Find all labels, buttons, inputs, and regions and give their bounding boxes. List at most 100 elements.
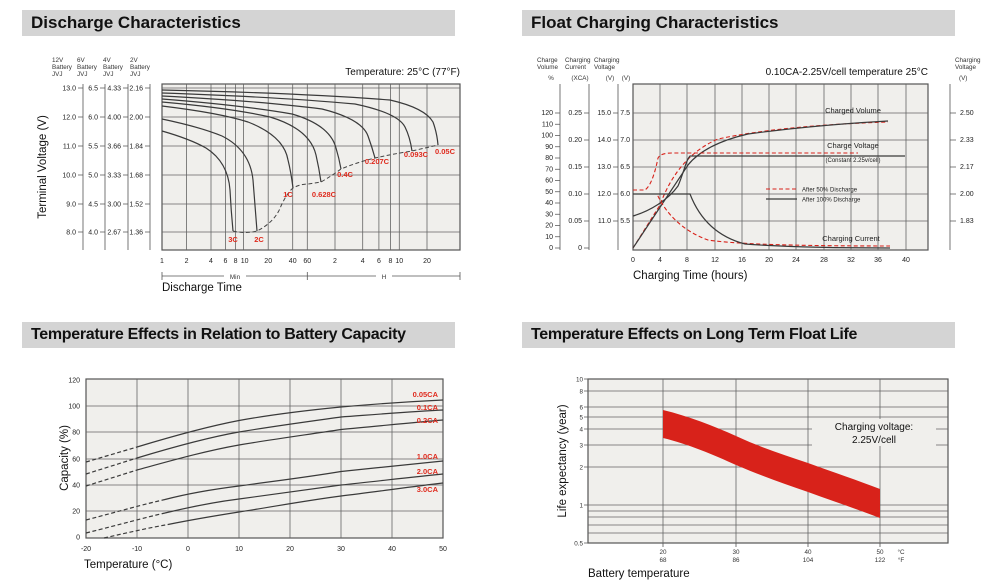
curve-label-0.093c: 0.093C bbox=[404, 150, 429, 159]
ytick: 6.0 bbox=[620, 191, 630, 198]
ytick: 6.5 bbox=[88, 86, 98, 93]
charging-current-100pct bbox=[633, 193, 891, 249]
xtick: 40 bbox=[289, 258, 297, 265]
charging-voltage-annotation: 2.25V/cell bbox=[852, 435, 896, 446]
ytick: 12.0 bbox=[62, 115, 76, 122]
ytick: 1.36 bbox=[129, 230, 143, 237]
ytick: 9.0 bbox=[66, 202, 76, 209]
xtick: 32 bbox=[847, 257, 855, 264]
ytick: 0.15 bbox=[568, 164, 582, 171]
ytick: 1.83 bbox=[960, 218, 974, 225]
ytick: 6.5 bbox=[620, 164, 630, 171]
curve-label-0.628c: 0.628C bbox=[312, 190, 337, 199]
legend-50pct-discharge: After 50% Discharge bbox=[802, 188, 858, 194]
axis-head-volume: Charge bbox=[537, 57, 558, 64]
ytick: 12.0 bbox=[597, 191, 611, 198]
ytick: 90 bbox=[545, 144, 553, 151]
axis-head-right: Voltage bbox=[955, 64, 977, 71]
time-unit-ruler bbox=[161, 272, 461, 280]
curve-0.05ca bbox=[136, 399, 444, 448]
ytick: 5 bbox=[579, 415, 583, 422]
discharge-chart: 12V Battery JVJ 6V Battery JVJ 4V Batter… bbox=[37, 57, 461, 294]
float-life-xaxis-title: Battery temperature bbox=[588, 568, 690, 580]
ytick: 0.05 bbox=[568, 218, 582, 225]
xtick: 20 bbox=[286, 546, 294, 553]
xtick-c: 20 bbox=[659, 549, 667, 556]
discharge-annotation: Temperature: 25°C (77°F) bbox=[345, 67, 460, 78]
xtick: 4 bbox=[209, 258, 213, 265]
axis-head-6v: Battery bbox=[77, 64, 98, 71]
curve-2.0ca bbox=[164, 473, 444, 514]
xtick: 10 bbox=[235, 546, 243, 553]
label-constant-voltage: (Constant 2.25v/cell) bbox=[825, 158, 880, 164]
ytick: 100 bbox=[541, 133, 553, 140]
ytick: 30 bbox=[545, 211, 553, 218]
axis-head-voltage12: Voltage bbox=[594, 64, 616, 71]
xtick: 4 bbox=[658, 257, 662, 264]
axis-head-2v: 2V bbox=[130, 57, 139, 64]
ytick: 4.0 bbox=[88, 230, 98, 237]
xtick: 20 bbox=[423, 258, 431, 265]
float-yaxis-brackets bbox=[555, 84, 956, 250]
curve-label-0.207c: 0.207C bbox=[365, 157, 390, 166]
ytick: 0.25 bbox=[568, 110, 582, 117]
xtick: 2 bbox=[333, 258, 337, 265]
capacity-yaxis-title: Capacity (%) bbox=[59, 425, 71, 491]
xtick-f: 68 bbox=[659, 557, 667, 564]
ytick: 4.00 bbox=[107, 115, 121, 122]
unit-celsius: °C bbox=[897, 548, 905, 556]
xtick: -20 bbox=[81, 546, 91, 553]
xtick: 28 bbox=[820, 257, 828, 264]
xtick: 20 bbox=[765, 257, 773, 264]
curve-0.093c bbox=[161, 92, 413, 152]
xtick: 20 bbox=[264, 258, 272, 265]
ytick: 3 bbox=[579, 443, 583, 450]
axis-head-voltage12: Charging bbox=[594, 57, 620, 64]
capacity-plot-area bbox=[85, 378, 444, 539]
discharge-yaxis-title: Terminal Voltage (V) bbox=[37, 115, 49, 219]
curve-label-0.4c: 0.4C bbox=[337, 170, 353, 179]
curve-0.2ca-dashed bbox=[85, 469, 138, 487]
xtick: 6 bbox=[377, 258, 381, 265]
label-charged-volume: Charged Volume bbox=[825, 106, 881, 115]
curve-0.2ca bbox=[136, 419, 444, 471]
ytick: 10 bbox=[545, 234, 553, 241]
ytick: 8.0 bbox=[66, 230, 76, 237]
ytick: 80 bbox=[545, 155, 553, 162]
float-life-ticks bbox=[584, 378, 881, 547]
curve-label-2c: 2C bbox=[254, 235, 264, 244]
xtick: 30 bbox=[337, 546, 345, 553]
float-xaxis-title: Charging Time (hours) bbox=[633, 270, 748, 282]
ytick: 2.17 bbox=[960, 164, 974, 171]
curve-2.0ca-dashed bbox=[85, 512, 166, 534]
discharge-gridlines bbox=[162, 84, 460, 250]
curve-label-0.05ca: 0.05CA bbox=[413, 390, 439, 399]
xtick: 24 bbox=[792, 257, 800, 264]
xtick: 16 bbox=[738, 257, 746, 264]
xtick: -10 bbox=[132, 546, 142, 553]
xtick: 6 bbox=[223, 258, 227, 265]
ytick: 7.5 bbox=[620, 110, 630, 117]
xtick: 36 bbox=[874, 257, 882, 264]
ytick: 5.0 bbox=[88, 173, 98, 180]
curve-label-1c: 1C bbox=[283, 190, 293, 199]
segment-label-h: H bbox=[382, 274, 387, 281]
charging-voltage-annotation: Charging voltage: bbox=[835, 422, 913, 433]
ytick: 3.66 bbox=[107, 144, 121, 151]
charge-voltage-50pct bbox=[633, 152, 858, 191]
axis-head-current: Current bbox=[565, 64, 586, 71]
charged-volume-100pct bbox=[632, 120, 889, 249]
xtick: 12 bbox=[711, 257, 719, 264]
ytick: 50 bbox=[545, 189, 553, 196]
axis-head-4v: 4V bbox=[103, 57, 112, 64]
ytick: 0 bbox=[549, 245, 553, 252]
ytick: 4 bbox=[579, 427, 583, 434]
ytick: 1 bbox=[579, 503, 583, 510]
xtick-f: 86 bbox=[732, 557, 740, 564]
curve-1.0ca-dashed bbox=[85, 498, 166, 521]
xtick: 50 bbox=[439, 546, 447, 553]
xtick: 0 bbox=[631, 257, 635, 264]
xtick: 8 bbox=[388, 258, 392, 265]
